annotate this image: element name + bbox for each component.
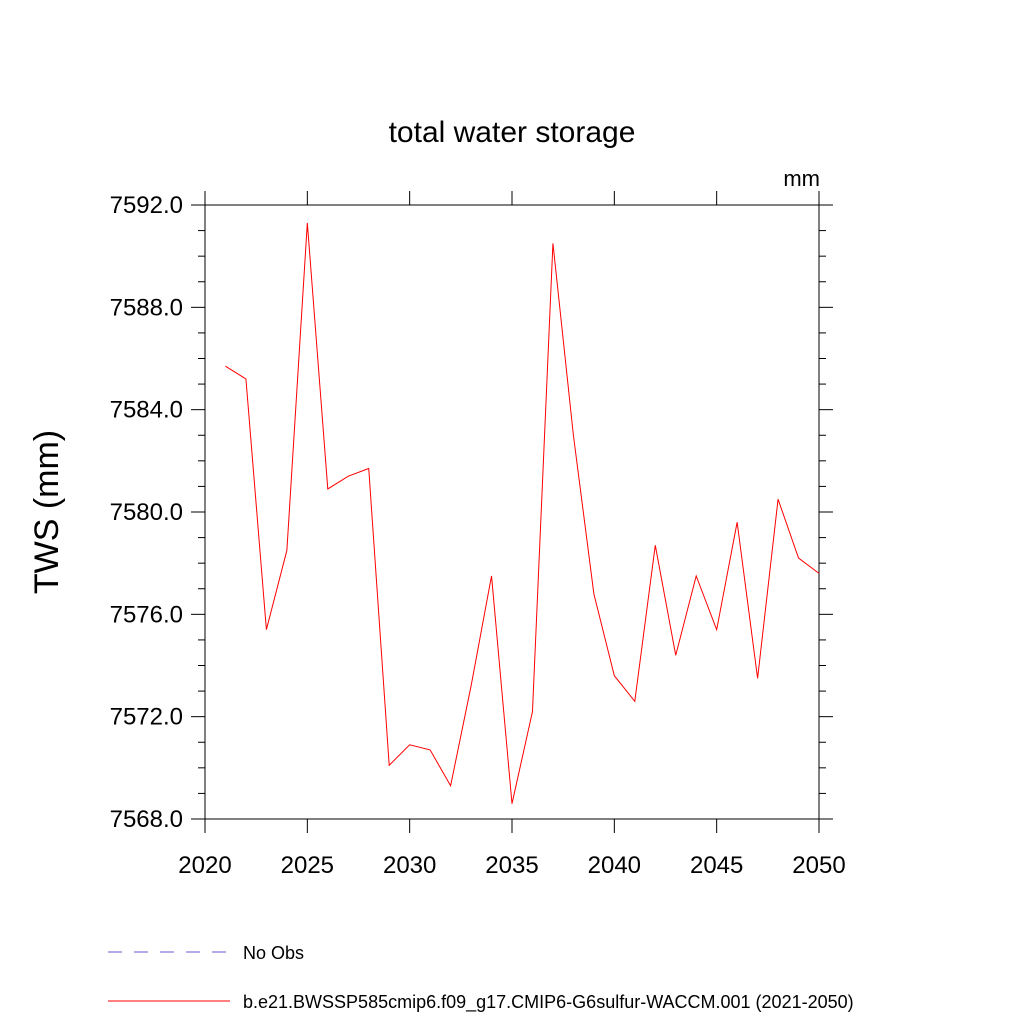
series-group (225, 222, 820, 804)
series-line-0 (225, 222, 820, 804)
y-tick-label: 7592.0 (110, 192, 183, 219)
x-axis-ticks (204, 191, 820, 833)
x-tick-label: 2025 (281, 852, 334, 879)
unit-label: mm (783, 166, 820, 191)
plot-frame (204, 204, 820, 820)
y-axis-label: TWS (mm) (28, 430, 66, 594)
x-tick-label: 2035 (485, 852, 538, 879)
legend-label-no-obs: No Obs (243, 943, 304, 963)
legend: No Obs b.e21.BWSSP585cmip6.f09_g17.CMIP6… (108, 943, 854, 1013)
y-tick-label: 7572.0 (110, 704, 183, 731)
x-tick-label: 2050 (792, 852, 845, 879)
x-axis-tick-labels: 2020 2025 2030 2035 2040 2045 2050 (178, 852, 845, 879)
x-tick-label: 2040 (588, 852, 641, 879)
y-tick-label: 7584.0 (110, 397, 183, 424)
y-tick-label: 7588.0 (110, 294, 183, 321)
legend-label-model: b.e21.BWSSP585cmip6.f09_g17.CMIP6-G6sulf… (243, 992, 854, 1013)
x-tick-label: 2030 (383, 852, 436, 879)
y-tick-label: 7568.0 (110, 806, 183, 833)
y-tick-label: 7576.0 (110, 601, 183, 628)
x-tick-label: 2045 (690, 852, 743, 879)
x-tick-label: 2020 (178, 852, 231, 879)
y-axis-ticks (191, 204, 833, 820)
y-axis-tick-labels: 7568.0 7572.0 7576.0 7580.0 7584.0 7588.0 7592… (110, 192, 183, 833)
chart-title: total water storage (389, 116, 636, 149)
y-tick-label: 7580.0 (110, 499, 183, 526)
